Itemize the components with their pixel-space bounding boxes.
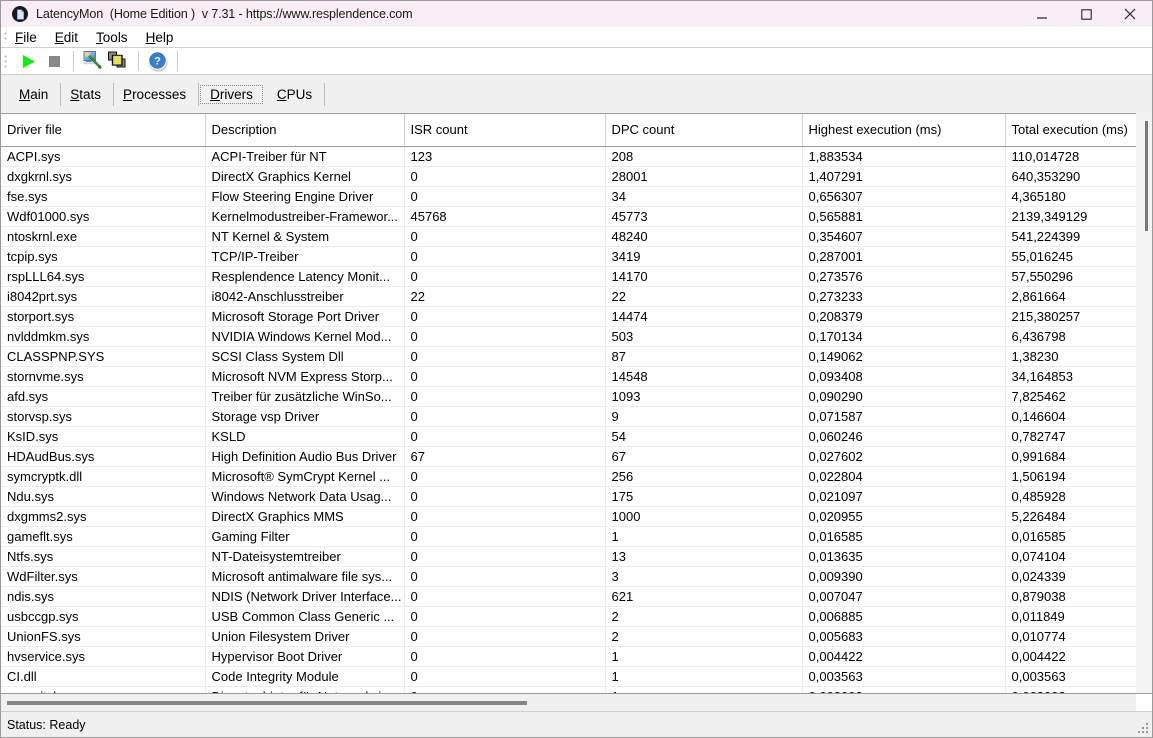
svg-text:?: ? bbox=[154, 56, 161, 68]
